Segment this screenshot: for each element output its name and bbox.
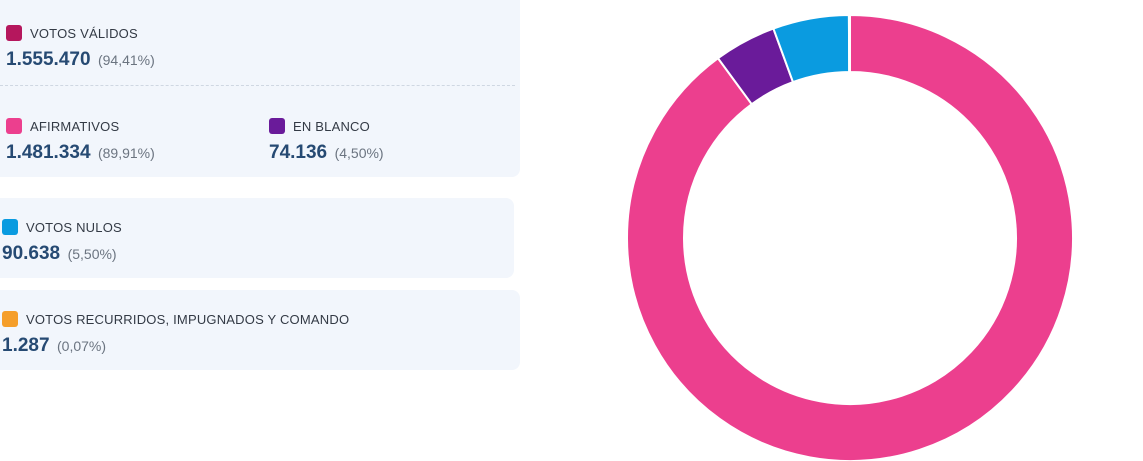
en-blanco-pct: (4,50%)	[334, 145, 384, 161]
null-votes-card	[0, 198, 514, 278]
afirmativos-swatch	[6, 118, 22, 134]
votos-recurridos-swatch	[2, 311, 18, 327]
en-blanco-swatch	[269, 118, 285, 134]
valid-votes-card	[0, 0, 520, 177]
legend-afirmativos: AFIRMATIVOS 1.481.334 (89,91%)	[6, 117, 155, 165]
votos-nulos-swatch	[2, 219, 18, 235]
en-blanco-value: 74.136	[269, 142, 328, 163]
votos-nulos-value: 90.638	[2, 243, 61, 264]
votos-recurridos-label: VOTOS RECURRIDOS, IMPUGNADOS Y COMANDO	[26, 311, 350, 327]
votos-validos-swatch	[6, 25, 22, 41]
legend-votos-validos: VOTOS VÁLIDOS 1.555.470 (94,41%)	[6, 24, 155, 72]
votos-validos-pct: (94,41%)	[97, 52, 155, 68]
en-blanco-label: EN BLANCO	[293, 118, 370, 134]
card-divider	[0, 85, 515, 86]
votos-nulos-pct: (5,50%)	[67, 246, 117, 262]
legend-votos-nulos: VOTOS NULOS 90.638 (5,50%)	[2, 218, 122, 266]
votos-recurridos-value: 1.287	[2, 335, 50, 356]
votos-validos-label: VOTOS VÁLIDOS	[30, 25, 138, 41]
votos-recurridos-pct: (0,07%)	[57, 338, 107, 354]
afirmativos-value: 1.481.334	[6, 142, 91, 163]
afirmativos-label: AFIRMATIVOS	[30, 118, 120, 134]
afirmativos-pct: (89,91%)	[97, 145, 155, 161]
legend-votos-recurridos: VOTOS RECURRIDOS, IMPUGNADOS Y COMANDO 1…	[2, 310, 349, 358]
votos-validos-value: 1.555.470	[6, 49, 91, 70]
votos-nulos-label: VOTOS NULOS	[26, 219, 122, 235]
donut-slice-afirmativos[interactable]	[626, 13, 1074, 461]
donut-chart	[626, 13, 1074, 461]
contested-votes-card	[0, 290, 520, 370]
donut-slice-votos-recurridos-impugnados-y-comando[interactable]	[847, 13, 851, 74]
legend-en-blanco: EN BLANCO 74.136 (4,50%)	[269, 117, 384, 165]
